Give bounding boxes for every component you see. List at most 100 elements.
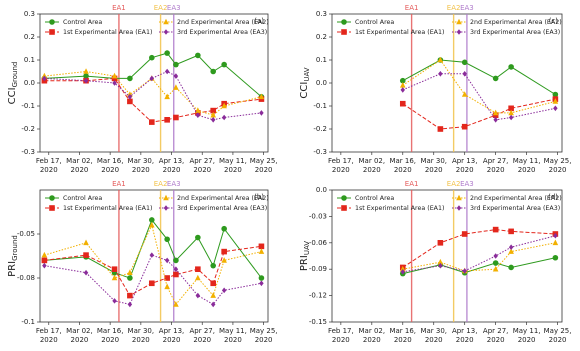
marker	[163, 205, 169, 211]
panel-label: (c)	[549, 17, 559, 25]
marker	[49, 29, 55, 35]
marker	[149, 252, 155, 258]
plot-area	[331, 189, 563, 323]
marker	[210, 111, 216, 118]
marker	[210, 280, 216, 287]
marker	[195, 112, 201, 118]
event-label: EA3	[167, 180, 181, 188]
y-tick-label: 0.3	[316, 10, 327, 18]
panel-label: (a)	[254, 17, 264, 25]
legend-label: 2nd Experimental Area (EA2)	[177, 19, 269, 26]
marker	[111, 274, 118, 281]
marker	[221, 61, 227, 68]
y-tick-label: 0.0	[316, 186, 327, 194]
marker	[41, 257, 48, 264]
y-label-main: PRI	[7, 261, 18, 277]
x-tick-label: Apr 27, 2020	[189, 157, 214, 174]
x-tick-label: Mar 30, 2020	[420, 327, 447, 344]
marker	[164, 117, 170, 123]
x-tick-label: May 25, 2020	[250, 157, 278, 174]
event-label: EA2	[447, 180, 461, 188]
panel: -0.15 -0.12 -0.09 -0.06 -0.03 0.0 Feb 17, 2020 M…	[299, 180, 571, 344]
series-line	[402, 257, 556, 275]
x-tick-label: Mar 30, 2020	[128, 327, 155, 344]
marker	[83, 239, 89, 246]
marker	[399, 265, 406, 272]
marker	[462, 268, 467, 274]
marker	[149, 221, 155, 228]
y-tick-label: -0.05	[17, 230, 35, 238]
legend-label: 3rd Experimental Area (EA3)	[470, 29, 560, 36]
marker	[437, 56, 444, 63]
marker	[173, 271, 179, 278]
legend-label: 2nd Experimental Area (EA2)	[470, 19, 562, 26]
marker	[164, 93, 170, 100]
marker	[553, 232, 558, 239]
event-label: EA1	[112, 4, 126, 12]
y-label-sub: Ground	[11, 62, 19, 88]
marker	[173, 266, 179, 272]
marker	[552, 254, 559, 261]
series-line	[402, 59, 556, 95]
series-line	[402, 59, 556, 114]
x-tick-label: Apr 27, 2020	[483, 327, 508, 344]
marker	[400, 87, 406, 93]
marker	[492, 75, 499, 82]
marker	[164, 275, 170, 281]
marker	[399, 77, 406, 84]
marker	[164, 68, 170, 75]
marker	[259, 110, 264, 116]
marker	[163, 194, 169, 201]
y-axis-label: PRIGround	[7, 235, 19, 277]
x-tick-label: May 11, 2020	[219, 327, 247, 344]
marker	[221, 225, 227, 232]
panel: -0.3 -0.2 -0.1 0.0 0.1 0.2 0.3 Feb 17, 2020 Mar 0…	[299, 4, 571, 174]
marker	[163, 18, 169, 25]
marker	[437, 258, 444, 265]
x-tick-label: Mar 16, 2020	[97, 157, 124, 174]
x-tick-label: Mar 02, 2020	[66, 157, 93, 174]
panel-label: (d)	[548, 193, 558, 201]
legend-label: 1st Experimental Area (EA1)	[63, 205, 152, 212]
marker	[195, 234, 201, 241]
legend-label: 2nd Experimental Area (EA2)	[177, 195, 269, 202]
marker	[127, 94, 133, 100]
y-tick-label: -0.09	[309, 265, 327, 273]
y-label-main: CCI	[299, 82, 310, 99]
x-tick-label: Apr 13, 2020	[452, 157, 477, 174]
marker	[173, 61, 179, 68]
marker	[508, 248, 514, 254]
marker	[341, 205, 347, 211]
x-tick-label: May 11, 2020	[219, 157, 247, 174]
y-label-sub: Ground	[11, 235, 19, 261]
x-tick-label: May 25, 2020	[544, 327, 572, 344]
marker	[112, 80, 117, 86]
marker	[258, 93, 265, 100]
marker	[221, 287, 227, 294]
event-label: EA1	[405, 4, 419, 12]
marker	[210, 301, 216, 308]
event-label: EA3	[167, 4, 181, 12]
marker	[210, 117, 216, 123]
marker	[552, 91, 559, 98]
marker	[456, 18, 462, 25]
marker	[112, 298, 117, 304]
legend-label: Control Area	[63, 19, 102, 26]
marker	[462, 71, 467, 77]
marker	[195, 292, 201, 299]
marker	[221, 248, 227, 255]
x-tick-label: Mar 30, 2020	[128, 157, 155, 174]
marker	[508, 244, 514, 250]
marker	[400, 269, 406, 275]
marker	[164, 257, 170, 264]
marker	[438, 262, 443, 269]
y-tick-label: -0.15	[309, 318, 327, 326]
marker	[49, 205, 55, 211]
x-tick-label: Feb 17, 2020	[36, 327, 62, 344]
marker	[173, 257, 179, 264]
marker	[437, 126, 444, 132]
marker	[461, 91, 468, 97]
y-tick-label: -0.2	[313, 125, 327, 133]
marker	[149, 54, 155, 61]
